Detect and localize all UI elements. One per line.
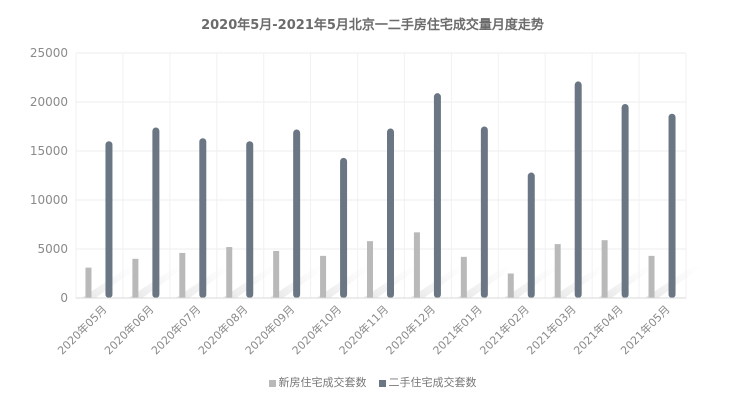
x-axis-ticks: 2020年05月2020年06月2020年07月2020年08月2020年09月… [54,302,672,357]
legend-swatch [268,380,276,387]
x-tick-label: 2020年10月 [289,302,344,357]
bar-new-home [554,244,561,298]
legend-label: 新房住宅成交套数 [278,376,367,389]
y-tick-label: 5000 [37,242,68,256]
bar-secondhand-home [480,126,488,298]
bar-secondhand-home [621,103,629,299]
bar-secondhand-home [433,93,441,299]
x-tick-label: 2021年03月 [524,302,579,357]
legend: 新房住宅成交套数 二手住宅成交套数 [0,374,745,390]
bar-new-home [179,252,186,298]
bar-new-home [460,256,467,298]
x-tick-label: 2021年02月 [477,302,532,357]
bar-secondhand-home [574,81,582,298]
bar-new-home [226,247,233,298]
legend-item[interactable]: 二手住宅成交套数 [378,374,477,390]
bar-secondhand-home [105,141,113,298]
y-tick-label: 25000 [30,46,68,60]
y-tick-label: 0 [60,291,68,305]
x-tick-label: 2020年08月 [195,302,250,357]
bar-new-home [413,232,420,298]
bar-secondhand-home [293,129,301,298]
x-tick-label: 2020年06月 [101,302,156,357]
y-tick-label: 15000 [30,144,68,158]
y-tick-label: 10000 [30,193,68,207]
chart-title: 2020年5月-2021年5月北京一二手房住宅成交量月度走势 [201,18,544,33]
legend-label: 二手住宅成交套数 [388,376,477,389]
x-tick-label: 2020年05月 [54,302,109,357]
bar-secondhand-home [246,141,254,298]
bar-secondhand-home [152,127,160,298]
legend-item[interactable]: 新房住宅成交套数 [268,374,367,390]
bar-new-home [85,267,92,298]
bar-new-home [273,250,280,298]
bar-secondhand-home [340,157,348,298]
x-tick-label: 2020年09月 [242,302,297,357]
legend-swatch [378,380,386,387]
y-tick-label: 20000 [30,95,68,109]
bar-new-home [367,241,373,298]
x-tick-label: 2020年07月 [148,302,203,357]
bar-secondhand-home [387,128,394,298]
bars [85,81,676,299]
bar-secondhand-home [668,113,676,298]
bar-new-home [601,240,608,298]
grid-lines [75,52,687,298]
bar-new-home [507,273,514,298]
x-tick-label: 2021年05月 [618,302,673,357]
y-axis-ticks: 0 5000 10000 15000 20000 25000 [30,46,68,305]
bar-secondhand-home [527,172,535,298]
x-tick-label: 2021年04月 [571,302,626,357]
bar-secondhand-home [199,138,207,298]
bar-new-home [132,258,139,298]
bar-new-home [648,255,655,298]
x-tick-label: 2020年11月 [336,302,391,357]
x-tick-label: 2020年12月 [383,302,438,357]
bar-new-home [320,255,327,298]
x-tick-label: 2021年01月 [430,302,485,357]
